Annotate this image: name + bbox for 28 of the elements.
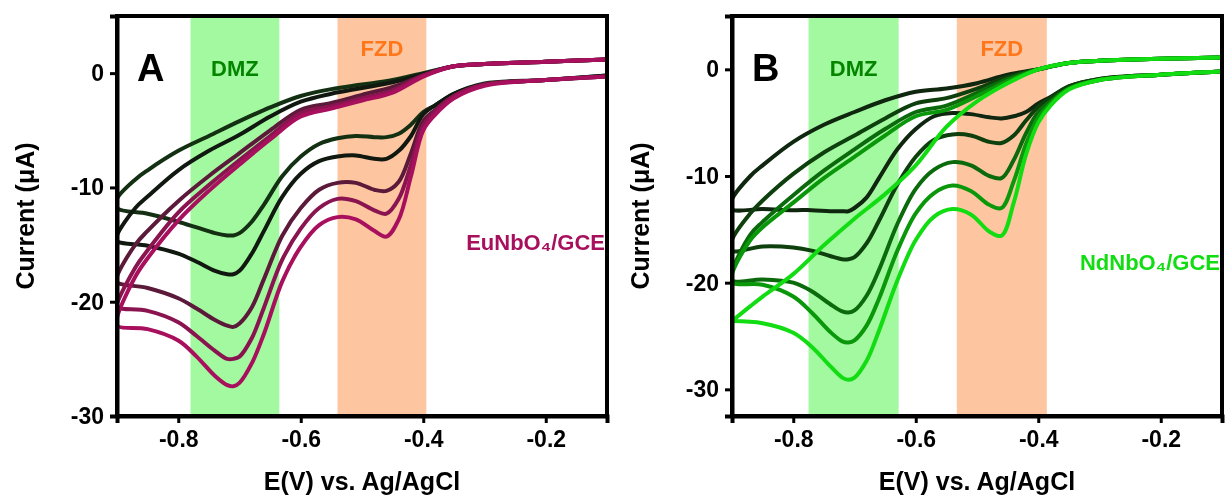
x-tick-label: -0.6 [896,426,937,453]
y-axis-title: Current (μA) [626,142,654,290]
annotation: B [752,47,780,89]
y-axis-title: Current (μA) [11,142,39,290]
y-tick-label: 0 [91,60,104,86]
x-tick-label: -0.8 [773,426,814,453]
y-tick-label: 0 [706,56,719,83]
x-tick-label: -0.4 [403,426,444,453]
band-label: FZD [980,36,1024,61]
band-label: DMZ [829,56,878,81]
annotation: A [137,47,165,89]
x-tick-label: -0.2 [526,426,567,453]
band-label: DMZ [211,56,259,81]
y-tick-label: -20 [685,269,719,296]
y-tick-label: -10 [70,174,104,201]
x-axis-title: E(V) vs. Ag/AgCl [878,467,1076,495]
x-tick-label: -0.8 [158,426,199,453]
y-tick-label: -20 [70,288,104,315]
x-axis-title: E(V) vs. Ag/AgCl [263,467,461,495]
y-tick-label: -30 [70,402,104,429]
x-tick-label: -0.6 [281,426,322,453]
annotation: NdNbO₄/GCE [1079,250,1220,275]
x-tick-label: -0.4 [1018,426,1059,453]
band-label: FZD [360,36,404,61]
y-tick-label: -10 [685,162,719,189]
x-tick-label: -0.2 [1141,426,1182,453]
annotation: EuNbO₄/GCE [466,230,605,255]
y-tick-label: -30 [685,376,719,403]
